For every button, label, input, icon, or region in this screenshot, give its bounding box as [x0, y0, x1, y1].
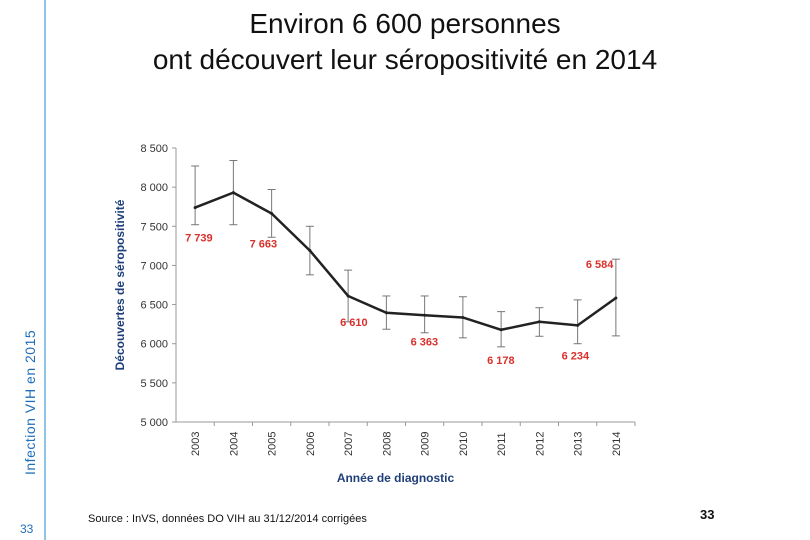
series-line-group: [193, 191, 618, 332]
data-label: 7 663: [250, 239, 278, 251]
x-tick-label: 2008: [381, 432, 393, 456]
data-point: [270, 212, 274, 216]
data-point: [231, 191, 235, 195]
y-tick-label: 5 000: [140, 417, 168, 429]
x-axis-title: Année de diagnostic: [337, 471, 455, 485]
data-point: [193, 206, 197, 210]
data-label: 6 178: [487, 355, 515, 367]
data-point: [614, 296, 618, 300]
sidebar-divider: [44, 0, 46, 540]
y-axis-title: Découvertes de séropositivité: [113, 199, 127, 370]
data-point: [576, 323, 580, 327]
x-tick-label: 2003: [190, 432, 202, 456]
data-point: [346, 294, 350, 298]
data-label: 6 610: [340, 317, 368, 329]
x-tick-label: 2009: [420, 432, 432, 456]
y-tick-label: 8 500: [140, 143, 168, 155]
title-line-1: Environ 6 600 personnes: [249, 8, 561, 39]
y-tick-label: 7 000: [140, 260, 168, 272]
y-tick-label: 6 000: [140, 339, 168, 351]
x-tick-label: 2014: [611, 432, 623, 456]
data-labels: 7 739 7 663 6 610 6 363 6 178 6 234 6 584: [185, 233, 614, 367]
line-chart: 8 500 8 000 7 500 7 000 6 500 6 000 5 500 5 000…: [113, 143, 636, 485]
data-point: [499, 328, 503, 332]
title-line-2: ont découvert leur séropositivité en 201…: [152, 44, 658, 75]
sidebar-page-number: 33: [20, 522, 34, 536]
y-tick-labels: 8 500 8 000 7 500 7 000 6 500 6 000 5 500 5 000: [140, 143, 168, 429]
x-tick-labels: 2003 2004 2005 2006 2007 2008 2009 2010 2011 2012…: [190, 432, 623, 456]
page-number: 33: [700, 507, 715, 522]
series-line: [194, 191, 617, 332]
x-tick-label: 2006: [305, 432, 317, 456]
data-point: [308, 249, 312, 253]
x-tick-label: 2011: [496, 432, 508, 456]
data-point: [423, 313, 427, 317]
data-point: [537, 320, 541, 324]
data-label: 6 234: [562, 350, 590, 362]
data-label: 7 739: [185, 233, 213, 245]
x-tick-label: 2013: [573, 432, 585, 456]
data-label: 6 363: [411, 336, 439, 348]
y-tick-label: 5 500: [140, 378, 168, 390]
sidebar: [0, 0, 42, 540]
y-tick-label: 6 500: [140, 300, 168, 312]
x-tick-label: 2005: [267, 432, 279, 456]
error-bars: [191, 160, 620, 348]
x-tick-label: 2012: [534, 432, 546, 456]
data-point: [384, 311, 388, 315]
y-tick-label: 7 500: [140, 221, 168, 233]
data-point: [461, 315, 465, 319]
x-tick-label: 2004: [228, 432, 240, 456]
sidebar-label: Infection VIH en 2015: [22, 329, 38, 475]
y-tick-label: 8 000: [140, 182, 168, 194]
x-tick-label: 2010: [458, 432, 470, 456]
data-label: 6 584: [586, 259, 614, 271]
chart-axes: [172, 147, 636, 426]
x-tick-label: 2007: [343, 432, 355, 456]
source-note: Source : InVS, données DO VIH au 31/12/2…: [88, 513, 367, 525]
slide-title: Environ 6 600 personnes ont découvert le…: [60, 6, 750, 78]
